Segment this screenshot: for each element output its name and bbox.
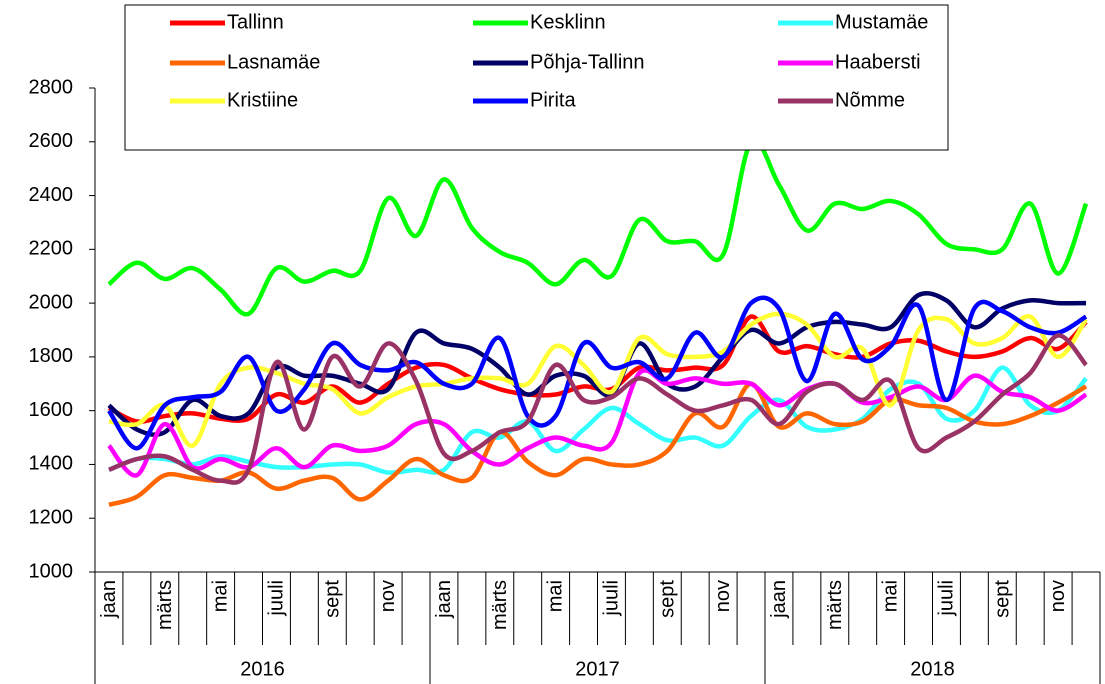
legend-label: Mustamäe [835, 11, 928, 33]
x-tick-label: märts [824, 580, 846, 630]
series-line [108, 333, 1088, 485]
legend-label: Haabersti [835, 51, 921, 73]
x-tick-label: jaan [433, 580, 455, 619]
y-tick-label: 1600 [29, 399, 74, 421]
y-tick-label: 1800 [29, 345, 74, 367]
legend-label: Põhja-Tallinn [530, 51, 645, 73]
y-tick-label: 1000 [29, 560, 74, 582]
x-tick-label: mai [880, 580, 902, 612]
series-line [107, 290, 1087, 437]
year-label: 2016 [240, 658, 285, 680]
x-tick-label: sept [321, 580, 343, 618]
x-tick-label: jaan [768, 580, 790, 619]
x-tick-label: märts [154, 580, 176, 630]
legend-label: Kristiine [227, 89, 298, 111]
legend-label: Nõmme [835, 89, 905, 111]
x-tick-label: mai [210, 580, 232, 612]
legend-label: Kesklinn [530, 11, 606, 33]
x-tick-label: mai [545, 580, 567, 612]
legend-label: Tallinn [227, 11, 284, 33]
x-tick-label: märts [489, 580, 511, 630]
y-tick-label: 2000 [29, 291, 74, 313]
y-tick-label: 1400 [29, 453, 74, 475]
x-tick-label: jaan [98, 580, 120, 619]
legend [124, 4, 949, 151]
x-tick-label: nov [377, 580, 399, 612]
year-label: 2018 [910, 658, 955, 680]
x-tick-label: nov [1047, 580, 1069, 612]
x-tick-label: sept [656, 580, 678, 618]
series-line [108, 381, 1088, 507]
legend-label: Lasnamäe [227, 51, 320, 73]
year-label: 2017 [575, 658, 620, 680]
x-tick-label: sept [991, 580, 1013, 618]
x-tick-label: nov [712, 580, 734, 612]
legend-label: Pirita [530, 89, 576, 111]
series-line [107, 137, 1089, 317]
y-tick-label: 1200 [29, 507, 74, 529]
y-tick-label: 2600 [29, 130, 74, 152]
x-tick-label: juuli [600, 580, 622, 617]
y-tick-label: 2400 [29, 184, 74, 206]
x-tick-label: juuli [935, 580, 957, 617]
series-line [107, 368, 1088, 478]
y-tick-label: 2200 [29, 238, 74, 260]
x-tick-label: juuli [265, 580, 287, 617]
y-tick-label: 2800 [29, 76, 74, 98]
series-line [107, 295, 1088, 451]
